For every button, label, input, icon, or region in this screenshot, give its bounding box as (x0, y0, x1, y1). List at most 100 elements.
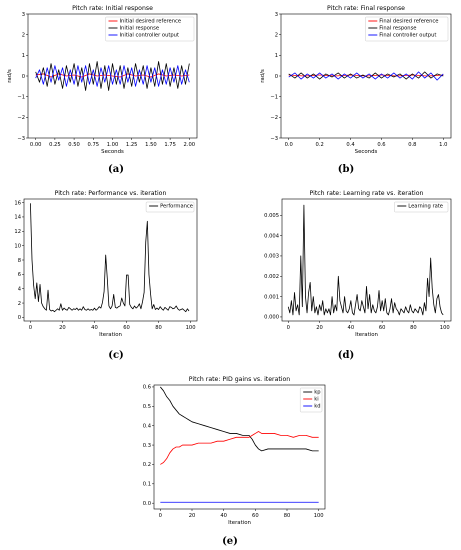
chart-a-xtick-label: 1.25 (126, 142, 138, 148)
chart-c-title: Pitch rate: Performance vs. iteration (55, 190, 167, 197)
chart-b-xtick-label: 1.0 (439, 142, 447, 148)
chart-a-legend-label: Initial desired reference (120, 19, 182, 25)
chart-a-xtick-label: 2.00 (184, 142, 196, 148)
chart-e-xtick-label: 20 (189, 513, 196, 519)
chart-c-ytick-label: 8 (18, 258, 21, 264)
chart-a-xtick-label: 1.00 (107, 142, 119, 148)
chart-c-xtick-label: 20 (59, 325, 66, 331)
chart-a-ytick-label: 1 (22, 53, 25, 59)
chart-a-xtick-label: 1.75 (164, 142, 176, 148)
chart-d-ytick-label: 0.005 (264, 213, 279, 219)
chart-b-ytick-label: 2 (275, 32, 278, 38)
chart-c-xtick-label: 60 (123, 325, 130, 331)
chart-d-title: Pitch rate: Learning rate vs. iteration (310, 190, 424, 197)
chart-b-ylabel: rad/s (260, 69, 266, 83)
chart-e-ytick-label: 0.0 (143, 501, 151, 507)
chart-e-ytick-label: 0.1 (143, 482, 151, 488)
chart-b-ytick-label: −3 (270, 136, 278, 142)
chart-a-ylabel: rad/s (7, 69, 13, 83)
chart-d-xtick-label: 40 (348, 325, 355, 331)
sublabel-a: (a) (108, 164, 124, 175)
chart-e-title: Pitch rate: PID gains vs. iteration (189, 376, 291, 383)
chart-e-xlabel: Iteration (228, 520, 251, 526)
chart-b-legend-label: Final controller output (379, 33, 436, 39)
chart-b-title: Pitch rate: Final response (327, 5, 405, 12)
chart-a-ytick-label: −2 (17, 115, 25, 121)
chart-b-ytick-label: 0 (275, 74, 278, 80)
chart-b-ytick-label: 1 (275, 53, 278, 59)
chart-a-ytick-label: −1 (17, 94, 25, 100)
chart-d-xtick-label: 0 (287, 325, 290, 331)
chart-e-ytick-label: 0.2 (143, 462, 151, 468)
chart-b: Pitch rate: Final response 0.0 0.2 0.4 0.6 0.… (260, 5, 452, 155)
chart-d-ytick-label: 0.004 (264, 233, 280, 239)
chart-b-ytick-label: −1 (270, 94, 278, 100)
chart-c-xtick-label: 40 (91, 325, 98, 331)
chart-b-ytick-label: 3 (275, 12, 278, 18)
chart-b-xtick-label: 0.6 (377, 142, 385, 148)
chart-b-legend-label: Final desired reference (379, 19, 438, 25)
chart-c-xtick-label: 100 (186, 325, 196, 331)
chart-c-xlabel: Iteration (99, 332, 122, 338)
chart-b-xtick-label: 0.4 (346, 142, 355, 148)
chart-a-xtick-label: 0.00 (30, 142, 42, 148)
chart-a-legend-label: Initial controller output (120, 33, 180, 39)
chart-d-xtick-label: 80 (410, 325, 417, 331)
chart-d-xtick-label: 100 (440, 325, 450, 331)
chart-d-xlabel: Iteration (355, 332, 378, 338)
chart-c: Pitch rate: Performance vs. iteration 0 20… (14, 190, 198, 338)
chart-e-series-0-line (160, 386, 319, 452)
chart-d-legend-label: Learning rate (408, 204, 443, 210)
chart-d: Pitch rate: Learning rate vs. iteration 0… (264, 190, 452, 338)
chart-e-xtick-label: 80 (284, 513, 291, 519)
chart-c-ytick-label: 16 (14, 200, 21, 206)
chart-e-legend-label: ki (314, 397, 318, 403)
chart-e-legend-label: kp (314, 390, 321, 396)
chart-d-plot-frame (281, 198, 452, 322)
chart-c-xtick-label: 0 (29, 325, 32, 331)
chart-c-ytick-label: 12 (14, 229, 21, 235)
chart-d-ytick-label: 0.001 (264, 294, 279, 300)
sublabel-d: (d) (338, 350, 354, 361)
sublabel-b: (b) (338, 164, 354, 175)
chart-a-xtick-label: 0.25 (49, 142, 61, 148)
chart-c-xtick-label: 80 (155, 325, 162, 331)
chart-a-series-2-line (35, 65, 190, 87)
chart-e-xtick-label: 60 (252, 513, 259, 519)
chart-a-legend-label: Initial response (120, 26, 160, 32)
chart-b-series-1-line (288, 71, 444, 80)
chart-c-ytick-label: 2 (18, 301, 21, 307)
chart-c-ytick-label: 6 (18, 272, 21, 278)
chart-c-legend (145, 201, 195, 213)
chart-b-ytick-label: −2 (270, 115, 278, 121)
chart-e-xtick-label: 40 (220, 513, 227, 519)
chart-b-series-2-line (288, 71, 444, 81)
chart-d-ytick-label: 0.003 (264, 254, 279, 260)
chart-c-ytick-label: 4 (18, 287, 22, 293)
chart-b-legend-label: Final response (379, 26, 416, 32)
chart-a: Pitch rate: Initial response 0.00 0.25 0.50… (7, 5, 198, 155)
chart-d-legend (394, 201, 449, 213)
chart-d-ytick-label: 0.002 (264, 274, 279, 280)
chart-a-xlabel: Seconds (101, 149, 124, 155)
chart-a-ytick-label: 2 (22, 32, 25, 38)
chart-e-ytick-label: 0.3 (143, 443, 151, 449)
chart-d-series-0-line (287, 204, 444, 316)
chart-e: Pitch rate: PID gains vs. iteration 0 20 40… (143, 376, 326, 526)
chart-b-xtick-label: 0.2 (316, 142, 324, 148)
chart-a-legend (105, 16, 195, 42)
chart-e-ytick-label: 0.4 (143, 423, 152, 429)
chart-a-title: Pitch rate: Initial response (72, 5, 153, 12)
chart-a-series-1-line (35, 61, 190, 91)
chart-b-xtick-label: 0.0 (285, 142, 293, 148)
chart-e-ytick-label: 0.5 (143, 404, 151, 410)
chart-a-ytick-label: 0 (22, 74, 25, 80)
chart-d-xtick-label: 60 (379, 325, 386, 331)
chart-c-series-0-line (30, 203, 190, 313)
chart-e-xtick-label: 0 (159, 513, 162, 519)
chart-a-xtick-label: 0.50 (68, 142, 80, 148)
chart-e-series-1-line (160, 431, 319, 465)
chart-b-xtick-label: 0.8 (408, 142, 416, 148)
chart-a-xtick-label: 1.50 (145, 142, 157, 148)
